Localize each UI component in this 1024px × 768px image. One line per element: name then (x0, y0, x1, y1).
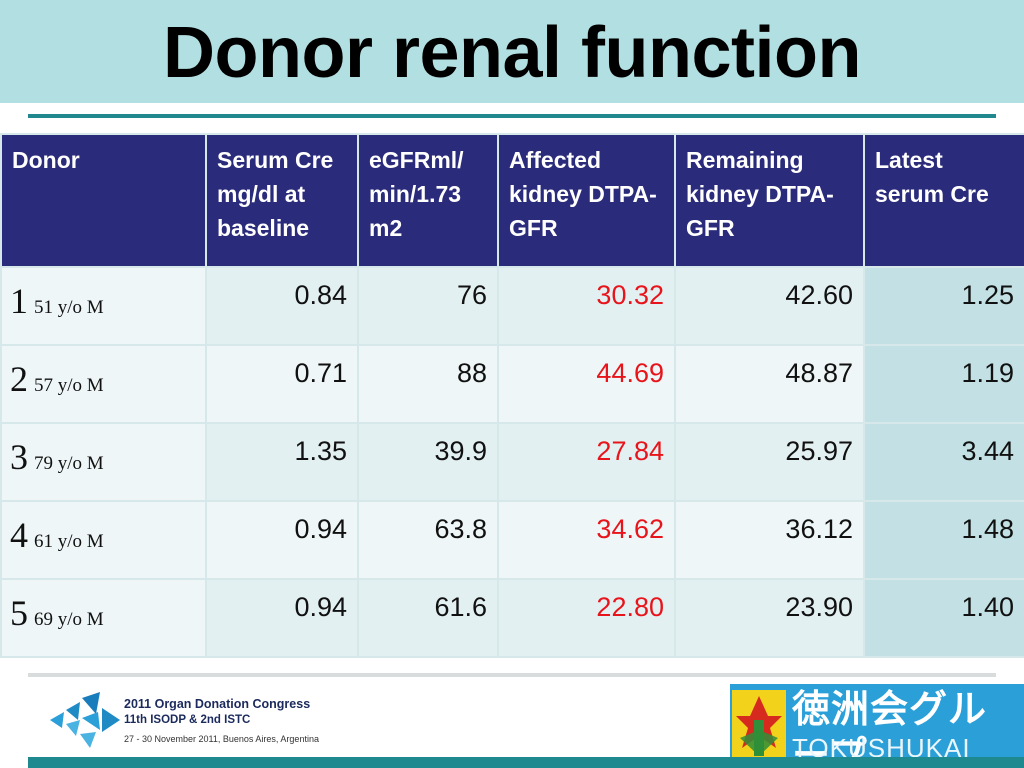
remaining-gfr-cell: 42.60 (674, 266, 865, 346)
footer-divider (28, 673, 996, 677)
tokushukai-emblem-icon (732, 690, 786, 762)
remaining-gfr-cell: 36.12 (674, 500, 865, 580)
latest-cre-cell: 1.25 (863, 266, 1024, 346)
remaining-gfr-cell: 48.87 (674, 344, 865, 424)
donor-number: 4 (10, 515, 28, 555)
donor-table: Donor Serum Cre mg/dl at baseline eGFRml… (0, 133, 1024, 658)
donor-cell: 3 79 y/o M (0, 422, 207, 502)
affected-gfr-cell: 34.62 (497, 500, 676, 580)
tokushukai-jp-name: 徳洲会グループ (792, 687, 988, 768)
donor-cell: 2 57 y/o M (0, 344, 207, 424)
donor-cell: 4 61 y/o M (0, 500, 207, 580)
donor-number: 5 (10, 593, 28, 633)
donor-number: 1 (10, 281, 28, 321)
table-row: 2 57 y/o M 0.71 88 44.69 48.87 1.19 (0, 344, 1024, 424)
footer-band (28, 757, 1024, 768)
table-header-row: Donor Serum Cre mg/dl at baseline eGFRml… (0, 133, 1024, 268)
affected-gfr-cell: 27.84 (497, 422, 676, 502)
table-row: 1 51 y/o M 0.84 76 30.32 42.60 1.25 (0, 266, 1024, 346)
congress-dates: 27 - 30 November 2011, Buenos Aires, Arg… (124, 734, 319, 744)
donor-age: 57 y/o M (34, 375, 104, 396)
page-title: Donor renal function (163, 13, 861, 93)
header-egfr: eGFRml/ min/1.73 m2 (357, 133, 499, 268)
affected-gfr-cell: 30.32 (497, 266, 676, 346)
header-donor: Donor (0, 133, 207, 268)
affected-gfr-cell: 44.69 (497, 344, 676, 424)
header-latest-serum-cre: Latest serum Cre (863, 133, 1024, 268)
donor-number: 3 (10, 437, 28, 477)
latest-cre-cell: 1.48 (863, 500, 1024, 580)
header-remaining-kidney: Remaining kidney DTPA-GFR (674, 133, 865, 268)
congress-logo-icon (50, 692, 120, 748)
serum-cre-cell: 0.94 (205, 500, 359, 580)
table-row: 5 69 y/o M 0.94 61.6 22.80 23.90 1.40 (0, 578, 1024, 658)
latest-cre-cell: 1.19 (863, 344, 1024, 424)
latest-cre-cell: 1.40 (863, 578, 1024, 658)
serum-cre-cell: 0.94 (205, 578, 359, 658)
header-serum-cre: Serum Cre mg/dl at baseline (205, 133, 359, 268)
latest-cre-cell: 3.44 (863, 422, 1024, 502)
donor-age: 61 y/o M (34, 531, 104, 552)
title-bar (0, 0, 1024, 103)
egfr-cell: 63.8 (357, 500, 499, 580)
congress-subtitle: 11th ISODP & 2nd ISTC (124, 714, 251, 726)
egfr-cell: 39.9 (357, 422, 499, 502)
title-divider (28, 114, 996, 118)
header-affected-kidney: Affected kidney DTPA-GFR (497, 133, 676, 268)
donor-age: 51 y/o M (34, 297, 104, 318)
donor-age: 69 y/o M (34, 609, 104, 630)
serum-cre-cell: 1.35 (205, 422, 359, 502)
donor-number: 2 (10, 359, 28, 399)
serum-cre-cell: 0.71 (205, 344, 359, 424)
remaining-gfr-cell: 25.97 (674, 422, 865, 502)
congress-title: 2011 Organ Donation Congress (124, 697, 311, 711)
tokushukai-logo: 徳洲会グループ TOKUSHUKAI GROUP (730, 684, 1024, 768)
table-row: 4 61 y/o M 0.94 63.8 34.62 36.12 1.48 (0, 500, 1024, 580)
egfr-cell: 76 (357, 266, 499, 346)
egfr-cell: 88 (357, 344, 499, 424)
affected-gfr-cell: 22.80 (497, 578, 676, 658)
egfr-cell: 61.6 (357, 578, 499, 658)
donor-cell: 1 51 y/o M (0, 266, 207, 346)
donor-age: 79 y/o M (34, 453, 104, 474)
remaining-gfr-cell: 23.90 (674, 578, 865, 658)
serum-cre-cell: 0.84 (205, 266, 359, 346)
table-row: 3 79 y/o M 1.35 39.9 27.84 25.97 3.44 (0, 422, 1024, 502)
congress-text: 2011 Organ Donation Congress 11th ISODP … (124, 697, 319, 744)
donor-cell: 5 69 y/o M (0, 578, 207, 658)
